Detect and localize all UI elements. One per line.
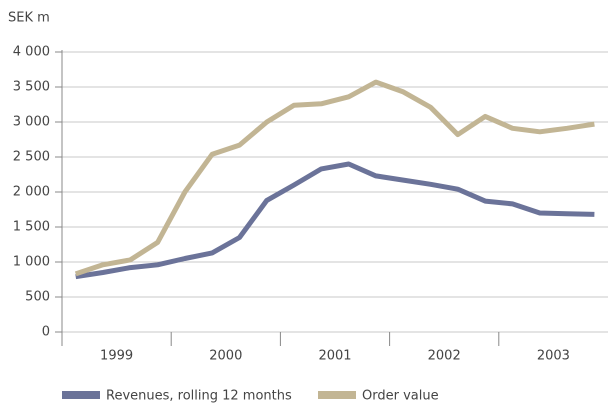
legend-label: Order value xyxy=(362,389,439,404)
x-tick-label: 2000 xyxy=(209,349,242,364)
y-tick-label: 2 000 xyxy=(13,185,50,200)
x-tick-label: 2001 xyxy=(318,349,351,364)
y-tick-label: 1 000 xyxy=(13,255,50,270)
y-tick-label: 500 xyxy=(25,290,50,305)
x-tick-label: 2002 xyxy=(428,349,461,364)
legend-label: Revenues, rolling 12 months xyxy=(106,389,292,404)
x-tick-label: 1999 xyxy=(100,349,133,364)
line-series xyxy=(74,79,595,277)
y-tick-label: 2 500 xyxy=(13,150,50,165)
y-tick-label: 4 000 xyxy=(13,45,50,60)
line-series xyxy=(75,161,595,280)
legend-swatch xyxy=(318,391,356,399)
x-tick-label: 2003 xyxy=(537,349,570,364)
legend-swatch xyxy=(62,391,100,399)
y-tick-label: 3 000 xyxy=(13,115,50,130)
y-tick-label: 3 500 xyxy=(13,80,50,95)
y-tick-label: 1 500 xyxy=(13,220,50,235)
y-tick-label: 0 xyxy=(42,325,50,340)
y-axis-label: SEK m xyxy=(8,11,50,26)
